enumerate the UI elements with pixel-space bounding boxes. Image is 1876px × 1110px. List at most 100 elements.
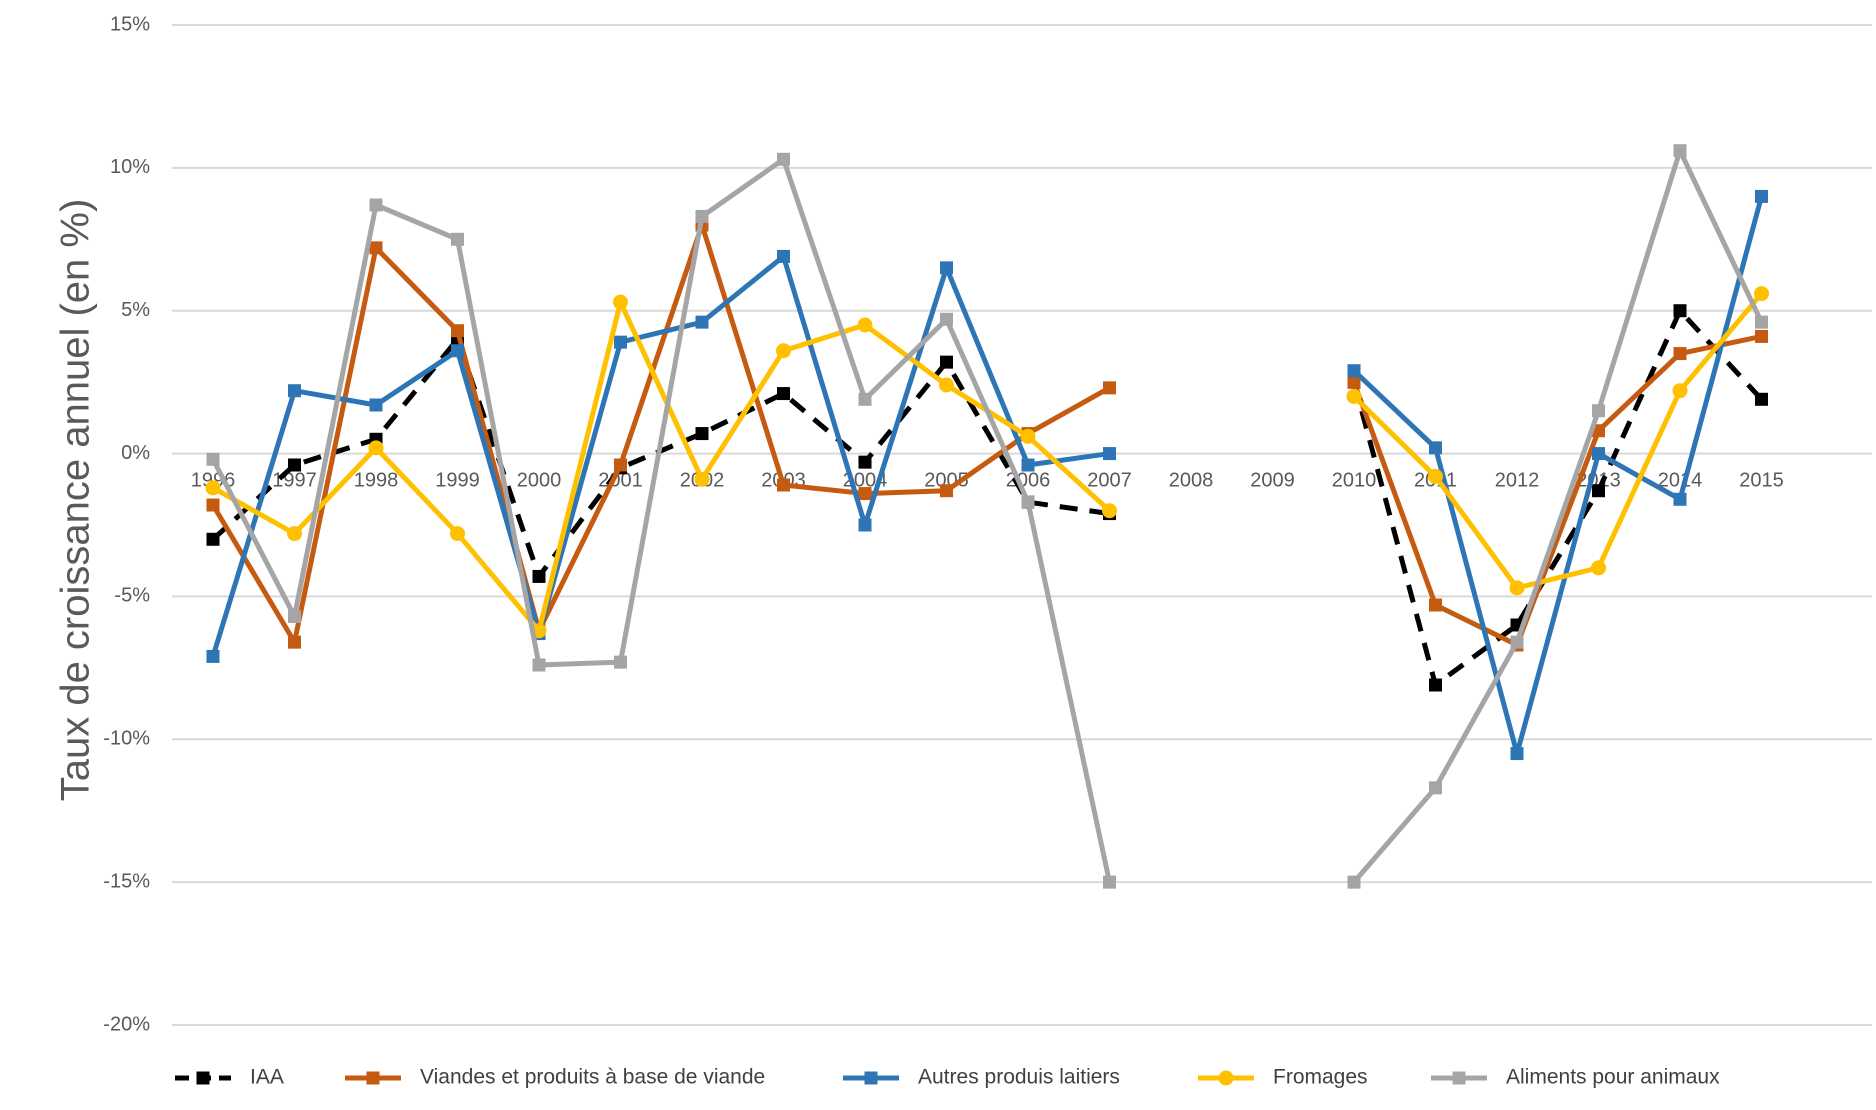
x-tick-label: 1997 [272, 470, 317, 492]
data-point [613, 294, 628, 310]
data-point [1103, 447, 1116, 461]
data-point [288, 384, 301, 398]
series-line [1351, 308, 1764, 688]
data-point [1346, 388, 1362, 404]
data-point [857, 317, 873, 333]
data-point [940, 312, 953, 326]
data-point [1754, 286, 1769, 302]
x-tick-label: 2007 [1087, 470, 1132, 492]
data-point [1452, 1071, 1466, 1085]
data-point [1591, 560, 1606, 576]
data-point [864, 1071, 878, 1085]
data-point [1102, 503, 1117, 519]
data-point [1347, 364, 1361, 378]
data-point [369, 241, 383, 255]
data-point [858, 518, 872, 532]
series-viandes-et-produits-base-de-viande [206, 218, 1768, 652]
data-point [1429, 441, 1442, 455]
data-point [205, 480, 221, 496]
data-point [1103, 875, 1116, 889]
series-line [210, 222, 1112, 645]
data-point [369, 198, 383, 212]
legend-label: Autres produis laitiers [918, 1066, 1120, 1089]
data-point [1673, 304, 1687, 318]
series-line [210, 299, 1112, 634]
x-tick-label: 2009 [1250, 470, 1295, 492]
data-point [1429, 678, 1442, 692]
series-autres-produis-laitiers [206, 189, 1768, 761]
data-point [1020, 428, 1036, 444]
data-point [695, 209, 709, 223]
data-point [858, 455, 872, 469]
legend: IAA Viandes et produits à base de viande A… [175, 1066, 1720, 1089]
data-point [287, 526, 302, 542]
data-point [368, 440, 384, 456]
data-point [940, 484, 953, 498]
data-point [196, 1071, 210, 1085]
y-tick-label: -20% [103, 1013, 150, 1035]
data-point [1429, 781, 1442, 795]
series-line [210, 156, 1112, 885]
series-fromages [205, 286, 1769, 639]
data-point [532, 569, 546, 583]
x-tick-label: 2014 [1658, 470, 1703, 492]
x-tick-label: 2015 [1739, 470, 1784, 492]
data-point [1103, 381, 1116, 395]
data-point [940, 355, 953, 369]
data-point [614, 655, 627, 669]
data-point [1755, 392, 1768, 406]
y-tick-label: -5% [114, 585, 150, 607]
x-tick-label: 1998 [354, 470, 399, 492]
data-point [1428, 468, 1443, 484]
data-point [777, 478, 790, 492]
series-line [1351, 291, 1764, 591]
y-tick-labels: 15% 10% 5% 0% -5% -10% -15% -20% [103, 13, 150, 1035]
data-point [695, 427, 709, 441]
data-point [206, 532, 220, 546]
data-point [614, 335, 627, 349]
data-point [288, 458, 301, 472]
legend-item: IAA [175, 1066, 284, 1089]
data-point [1755, 329, 1768, 343]
data-point [532, 658, 546, 672]
series-aliments-pour-animaux [206, 144, 1768, 889]
legend-item: Viandes et produits à base de viande [345, 1066, 765, 1089]
data-point [776, 343, 791, 359]
data-point [694, 471, 710, 487]
data-point [1429, 598, 1442, 612]
data-point [1592, 447, 1605, 461]
data-point [777, 387, 790, 401]
y-axis-label: Taux de croissance annuel (en %) [54, 199, 98, 802]
data-point [1673, 492, 1687, 506]
data-point [206, 498, 220, 512]
data-point [1218, 1070, 1234, 1086]
data-point [451, 324, 464, 338]
data-point [1755, 189, 1768, 203]
data-point [1509, 580, 1525, 596]
data-point [1673, 144, 1687, 158]
y-tick-label: 10% [110, 156, 150, 178]
legend-item: Fromages [1198, 1066, 1368, 1089]
series-lines [205, 144, 1769, 889]
data-point [366, 1071, 380, 1085]
data-point [939, 377, 954, 393]
data-point [1592, 484, 1605, 498]
legend-label: Aliments pour animaux [1506, 1066, 1720, 1089]
y-tick-label: 5% [121, 299, 150, 321]
x-tick-label: 2005 [924, 470, 969, 492]
data-point [1510, 747, 1524, 761]
data-point [777, 152, 790, 166]
data-point [206, 452, 220, 466]
data-point [1510, 635, 1524, 649]
y-tick-label: -15% [103, 870, 150, 892]
x-tick-labels: 1996199719981999200020012002200320042005… [191, 470, 1784, 492]
data-point [1592, 404, 1605, 418]
x-tick-label: 2008 [1169, 470, 1214, 492]
y-tick-label: -10% [103, 728, 150, 750]
legend-item: Autres produis laitiers [843, 1066, 1120, 1089]
data-point [450, 526, 465, 542]
data-point [858, 487, 872, 501]
data-point [1755, 315, 1768, 329]
y-tick-label: 0% [121, 442, 150, 464]
